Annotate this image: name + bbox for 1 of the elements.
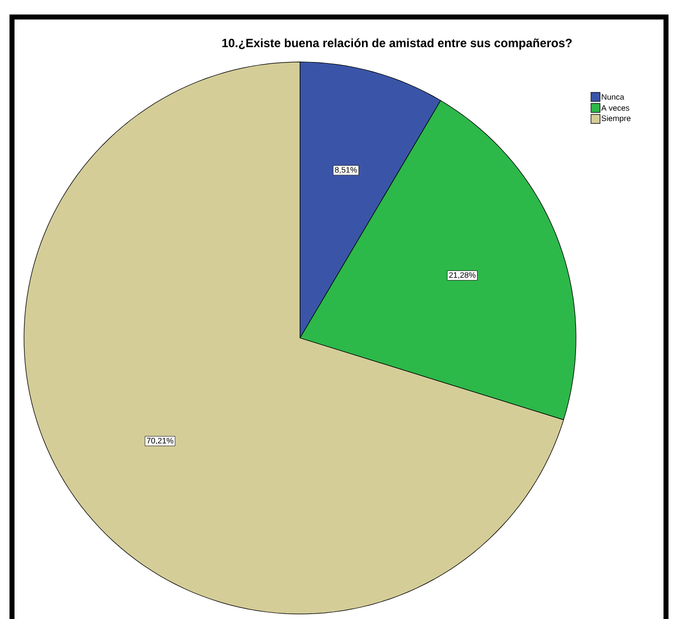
chart-title: 10.¿Existe buena relación de amistad entre sus compañeros? [222, 38, 572, 50]
